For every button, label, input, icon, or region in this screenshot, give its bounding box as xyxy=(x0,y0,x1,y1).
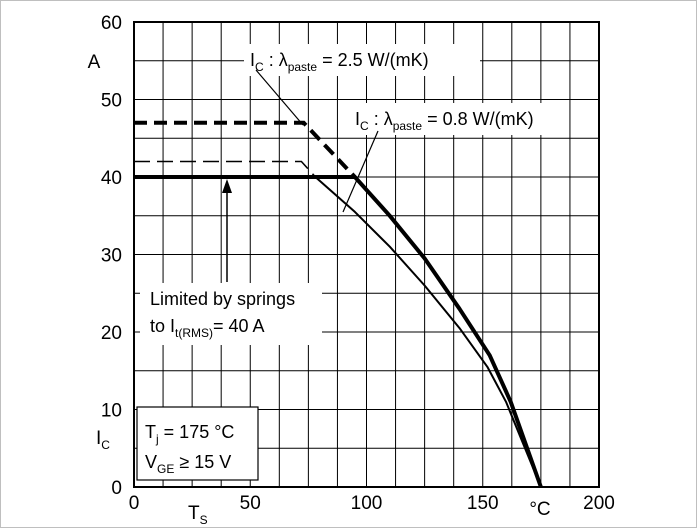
y-tick-label: 0 xyxy=(111,478,122,499)
series-line-solid-thin xyxy=(134,176,542,488)
series-group xyxy=(134,120,543,488)
springs-label-line1: Limited by springs xyxy=(150,289,295,309)
label-25-background xyxy=(244,44,480,76)
x-axis-unit: °C xyxy=(529,499,550,520)
series-line-dashed-thin xyxy=(134,160,316,178)
y-axis-unit: A xyxy=(88,52,101,73)
series-label-0-8: IC : λpaste = 0.8 W/(mK) xyxy=(355,109,534,133)
condition-vge: VGE ≥ 15 V xyxy=(145,452,231,476)
springs-label-line2: to It(RMS)= 40 A xyxy=(150,316,265,340)
y-tick-label: 60 xyxy=(101,13,122,34)
x-tick-label: 50 xyxy=(240,493,261,514)
springs-label-background xyxy=(140,283,322,345)
y-tick-label: 10 xyxy=(101,401,122,422)
conditions-box xyxy=(136,406,259,481)
series-line-dashed-thick xyxy=(134,120,357,179)
y-tick-label: 40 xyxy=(101,168,122,189)
x-tick-label: 0 xyxy=(129,493,140,514)
x-axis-label: TS xyxy=(188,503,208,527)
x-tick-label: 100 xyxy=(351,493,383,514)
leader-line-08 xyxy=(342,130,379,213)
springs-arrow-head xyxy=(222,179,232,193)
series-label-2-5: IC : λpaste = 2.5 W/(mK) xyxy=(250,50,429,74)
label-08-background xyxy=(350,103,558,135)
y-axis-label: IC xyxy=(96,428,110,452)
plot-area-frame xyxy=(133,21,600,488)
leader-line-25 xyxy=(255,69,304,126)
y-tick-label: 20 xyxy=(101,323,122,344)
x-tick-label: 200 xyxy=(583,493,615,514)
condition-tj: Tj = 175 °C xyxy=(145,422,234,446)
series-line-solid-thick xyxy=(134,175,543,488)
tick-labels: 0 50 100 150 200 0 10 20 30 40 50 60 xyxy=(101,13,615,514)
y-tick-label: 50 xyxy=(101,91,122,112)
y-tick-label: 30 xyxy=(101,246,122,267)
x-tick-label: 150 xyxy=(467,493,499,514)
